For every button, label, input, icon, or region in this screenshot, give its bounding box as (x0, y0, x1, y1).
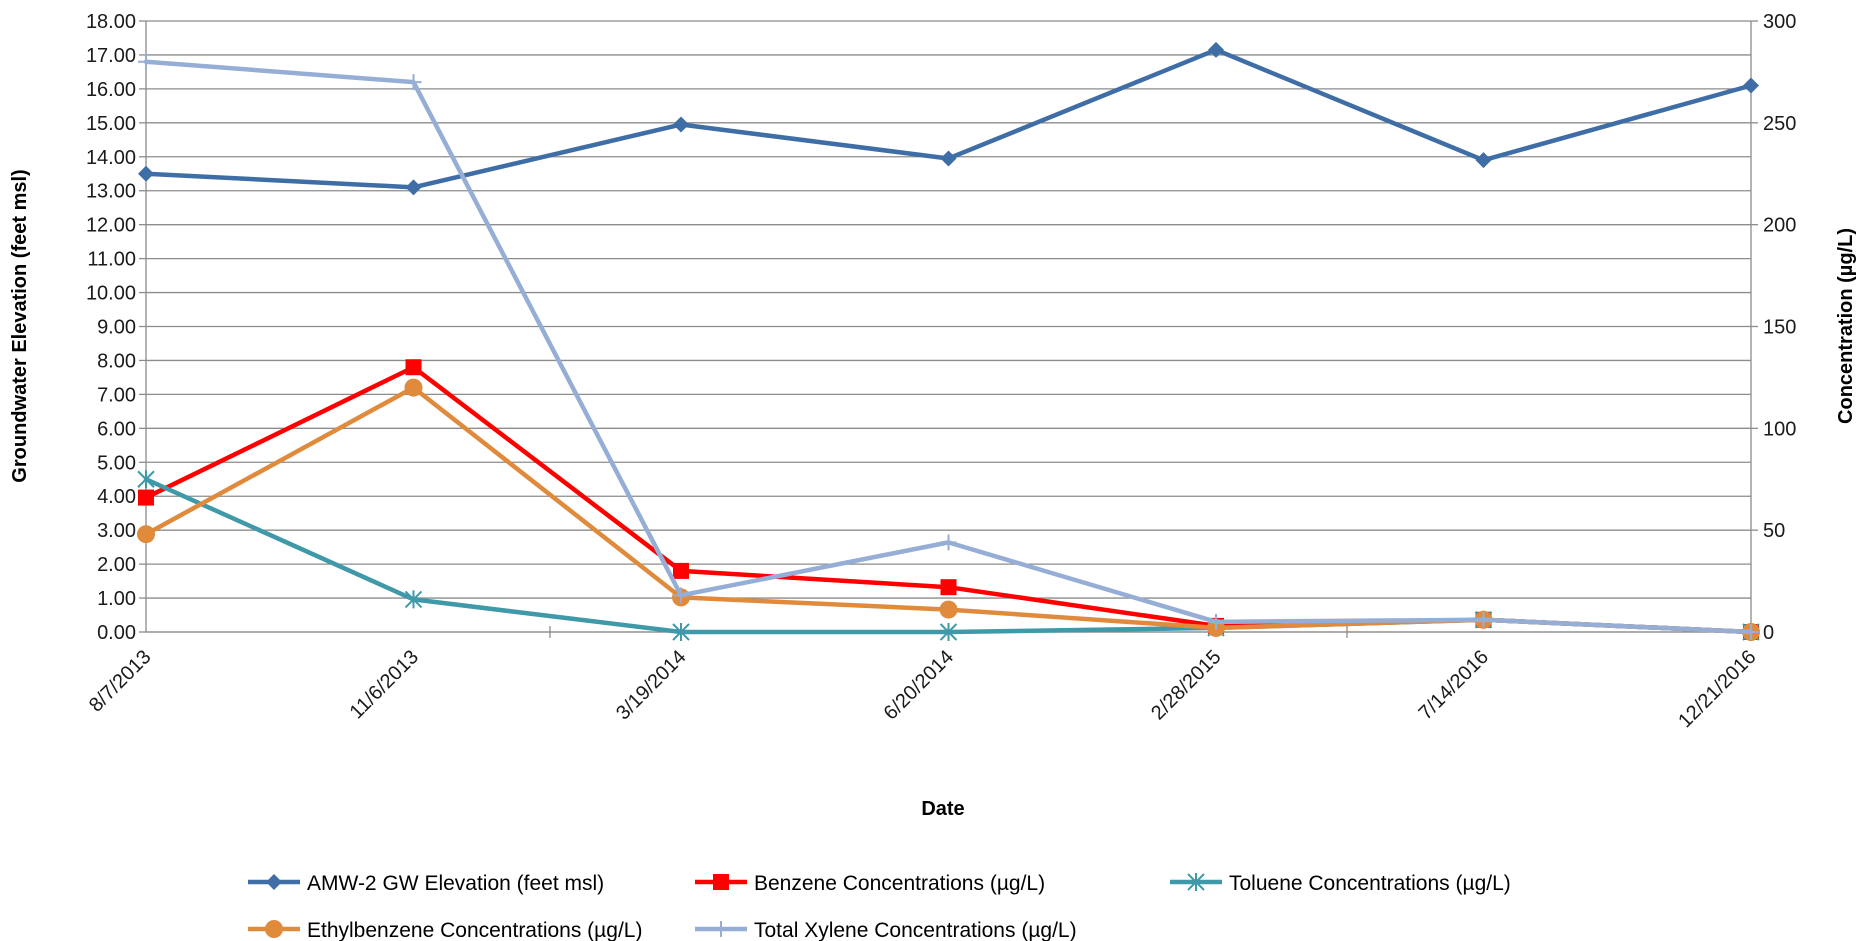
amw-2-gw-elevation-feet-msl-line (143, 47, 1754, 190)
total-xylene-concentrations-g-l-point (1475, 611, 1492, 628)
total-xylene-concentrations-g-l-series (138, 53, 1759, 640)
x-axis-title: Date (921, 798, 964, 820)
amw-2-gw-elevation-feet-msl-point (405, 179, 422, 196)
amw-2-gw-elevation-feet-msl-point (1475, 152, 1492, 169)
total-xylene-concentrations-g-l-point (673, 587, 689, 604)
toluene-concentrations-g-l-point (404, 590, 423, 609)
right-axis-tick-label: 150 (1763, 317, 1796, 339)
right-axis-tick-label: 0 (1763, 622, 1774, 644)
ethylbenzene-concentrations-g-l-point (939, 600, 958, 619)
ethylbenzene-concentrations-g-l-series (137, 378, 1760, 641)
amw-2-gw-elevation-feet-msl-point (940, 150, 957, 167)
total-xylene-concentrations-g-l-point (1743, 624, 1759, 640)
legend-item-benzene-concentrations-g-l: Benzene Concentrations (µg/L) (695, 872, 1045, 895)
left-axis-tick-label: 10.00 (86, 283, 136, 305)
left-axis-tick-label: 0.00 (97, 622, 136, 644)
left-axis-tick-label: 5.00 (97, 452, 136, 474)
left-axis-tick-label: 15.00 (86, 113, 136, 135)
left-axis-tick-label: 3.00 (97, 520, 136, 542)
legend-label: Benzene Concentrations (µg/L) (754, 872, 1045, 895)
amw-2-gw-elevation-feet-msl-point (1208, 41, 1224, 58)
left-axis-tick-label: 11.00 (87, 249, 136, 271)
amw-2-gw-elevation-feet-msl-series (138, 41, 1759, 196)
x-axis-tick-label: 8/7/2013 (85, 646, 156, 717)
total-xylene-concentrations-g-l-point (138, 53, 154, 70)
legend-item-toluene-concentrations-g-l: Toluene Concentrations (µg/L) (1170, 872, 1511, 895)
x-axis-tick-label: 6/20/2014 (880, 646, 958, 724)
legend-total-xylene-concentrations-g-l-point (713, 921, 729, 937)
x-axis-tick-label: 2/28/2015 (1147, 646, 1225, 724)
right-axis-tick-label: 100 (1763, 418, 1796, 440)
right-axis-tick-labels: 0 50 100 150 200 250 300 (1763, 11, 1796, 644)
left-axis-tick-label: 4.00 (97, 486, 136, 508)
total-xylene-concentrations-g-l-point (405, 74, 422, 91)
right-axis-tick-label: 50 (1763, 520, 1785, 542)
series-lines (137, 41, 1760, 641)
left-axis-tick-label: 18.00 (86, 11, 136, 33)
legend-label: Toluene Concentrations (µg/L) (1229, 872, 1511, 895)
left-axis-tick-label: 14.00 (86, 147, 136, 169)
right-axis-tick-label: 300 (1763, 11, 1796, 33)
left-axis-tick-label: 1.00 (97, 588, 136, 610)
ethylbenzene-concentrations-g-l-point (404, 378, 423, 397)
legend-item-amw-2-gw-elevation-feet-msl: AMW-2 GW Elevation (feet msl) (248, 872, 604, 895)
legend-amw-2-gw-elevation-feet-msl-point (266, 874, 282, 890)
benzene-concentrations-g-l-point (405, 359, 422, 376)
benzene-concentrations-g-l-point (940, 579, 957, 596)
left-axis-tick-label: 9.00 (97, 317, 136, 339)
total-xylene-concentrations-g-l-point (940, 534, 957, 551)
x-axis-tick-labels: 8/7/2013 11/6/2013 3/19/2014 6/20/2014 2/28/… (85, 646, 1761, 732)
legend-benzene-concentrations-g-l-point (713, 874, 729, 890)
right-axis-title: Concentration (µg/L) (1835, 228, 1857, 424)
toluene-concentrations-g-l-point (672, 623, 690, 641)
amw-2-gw-elevation-feet-msl-point (673, 116, 689, 133)
x-axis-tick-label: 11/6/2013 (346, 646, 423, 723)
left-axis-tick-label: 12.00 (86, 215, 136, 237)
legend-item-total-xylene-concentrations-g-l: Total Xylene Concentrations (µg/L) (695, 919, 1077, 941)
x-axis-tick-label: 7/14/2016 (1415, 646, 1493, 724)
left-axis-tick-label: 7.00 (97, 384, 136, 406)
toluene-concentrations-g-l-point (939, 623, 958, 641)
left-axis-tick-labels: 0.00 1.00 2.00 3.00 4.00 5.00 6.00 7.00 8.00 9.00… (86, 11, 136, 644)
left-axis-tick-label: 13.00 (86, 181, 136, 203)
left-axis-tick-label: 2.00 (97, 554, 136, 576)
amw-2-gw-elevation-feet-msl-point (1743, 77, 1759, 94)
toluene-concentrations-g-l-point (137, 470, 155, 489)
legend-label: AMW-2 GW Elevation (feet msl) (307, 872, 604, 895)
legend-toluene-concentrations-g-l-point (1187, 873, 1205, 891)
legend: AMW-2 GW Elevation (feet msl) Benzene Con… (248, 872, 1511, 941)
amw-2-gw-elevation-feet-msl-point (138, 165, 154, 182)
left-axis-title: Groundwater Elevation (feet msl) (9, 169, 31, 482)
left-axis-tick-label: 17.00 (86, 45, 136, 67)
right-axis-tick-label: 250 (1763, 113, 1796, 135)
benzene-concentrations-g-l-point (138, 489, 154, 506)
left-axis-tick-label: 16.00 (86, 79, 136, 101)
x-axis-tick-label: 3/19/2014 (612, 646, 690, 724)
legend-item-ethylbenzene-concentrations-g-l: Ethylbenzene Concentrations (µg/L) (248, 919, 642, 941)
benzene-concentrations-g-l-point (673, 562, 689, 579)
x-axis-tick-label: 12/21/2016 (1674, 646, 1760, 732)
ethylbenzene-concentrations-g-l-point (137, 525, 155, 544)
left-axis-tick-label: 8.00 (97, 350, 136, 372)
total-xylene-concentrations-g-l-point (1208, 613, 1224, 630)
right-axis-tick-label: 200 (1763, 215, 1796, 237)
left-axis-tick-label: 6.00 (97, 418, 136, 440)
legend-label: Total Xylene Concentrations (µg/L) (754, 919, 1077, 941)
legend-label: Ethylbenzene Concentrations (µg/L) (307, 919, 642, 941)
gridlines (146, 20, 1751, 633)
ethylbenzene-concentrations-g-l-line (143, 385, 1754, 635)
legend-ethylbenzene-concentrations-g-l-point (265, 920, 283, 938)
